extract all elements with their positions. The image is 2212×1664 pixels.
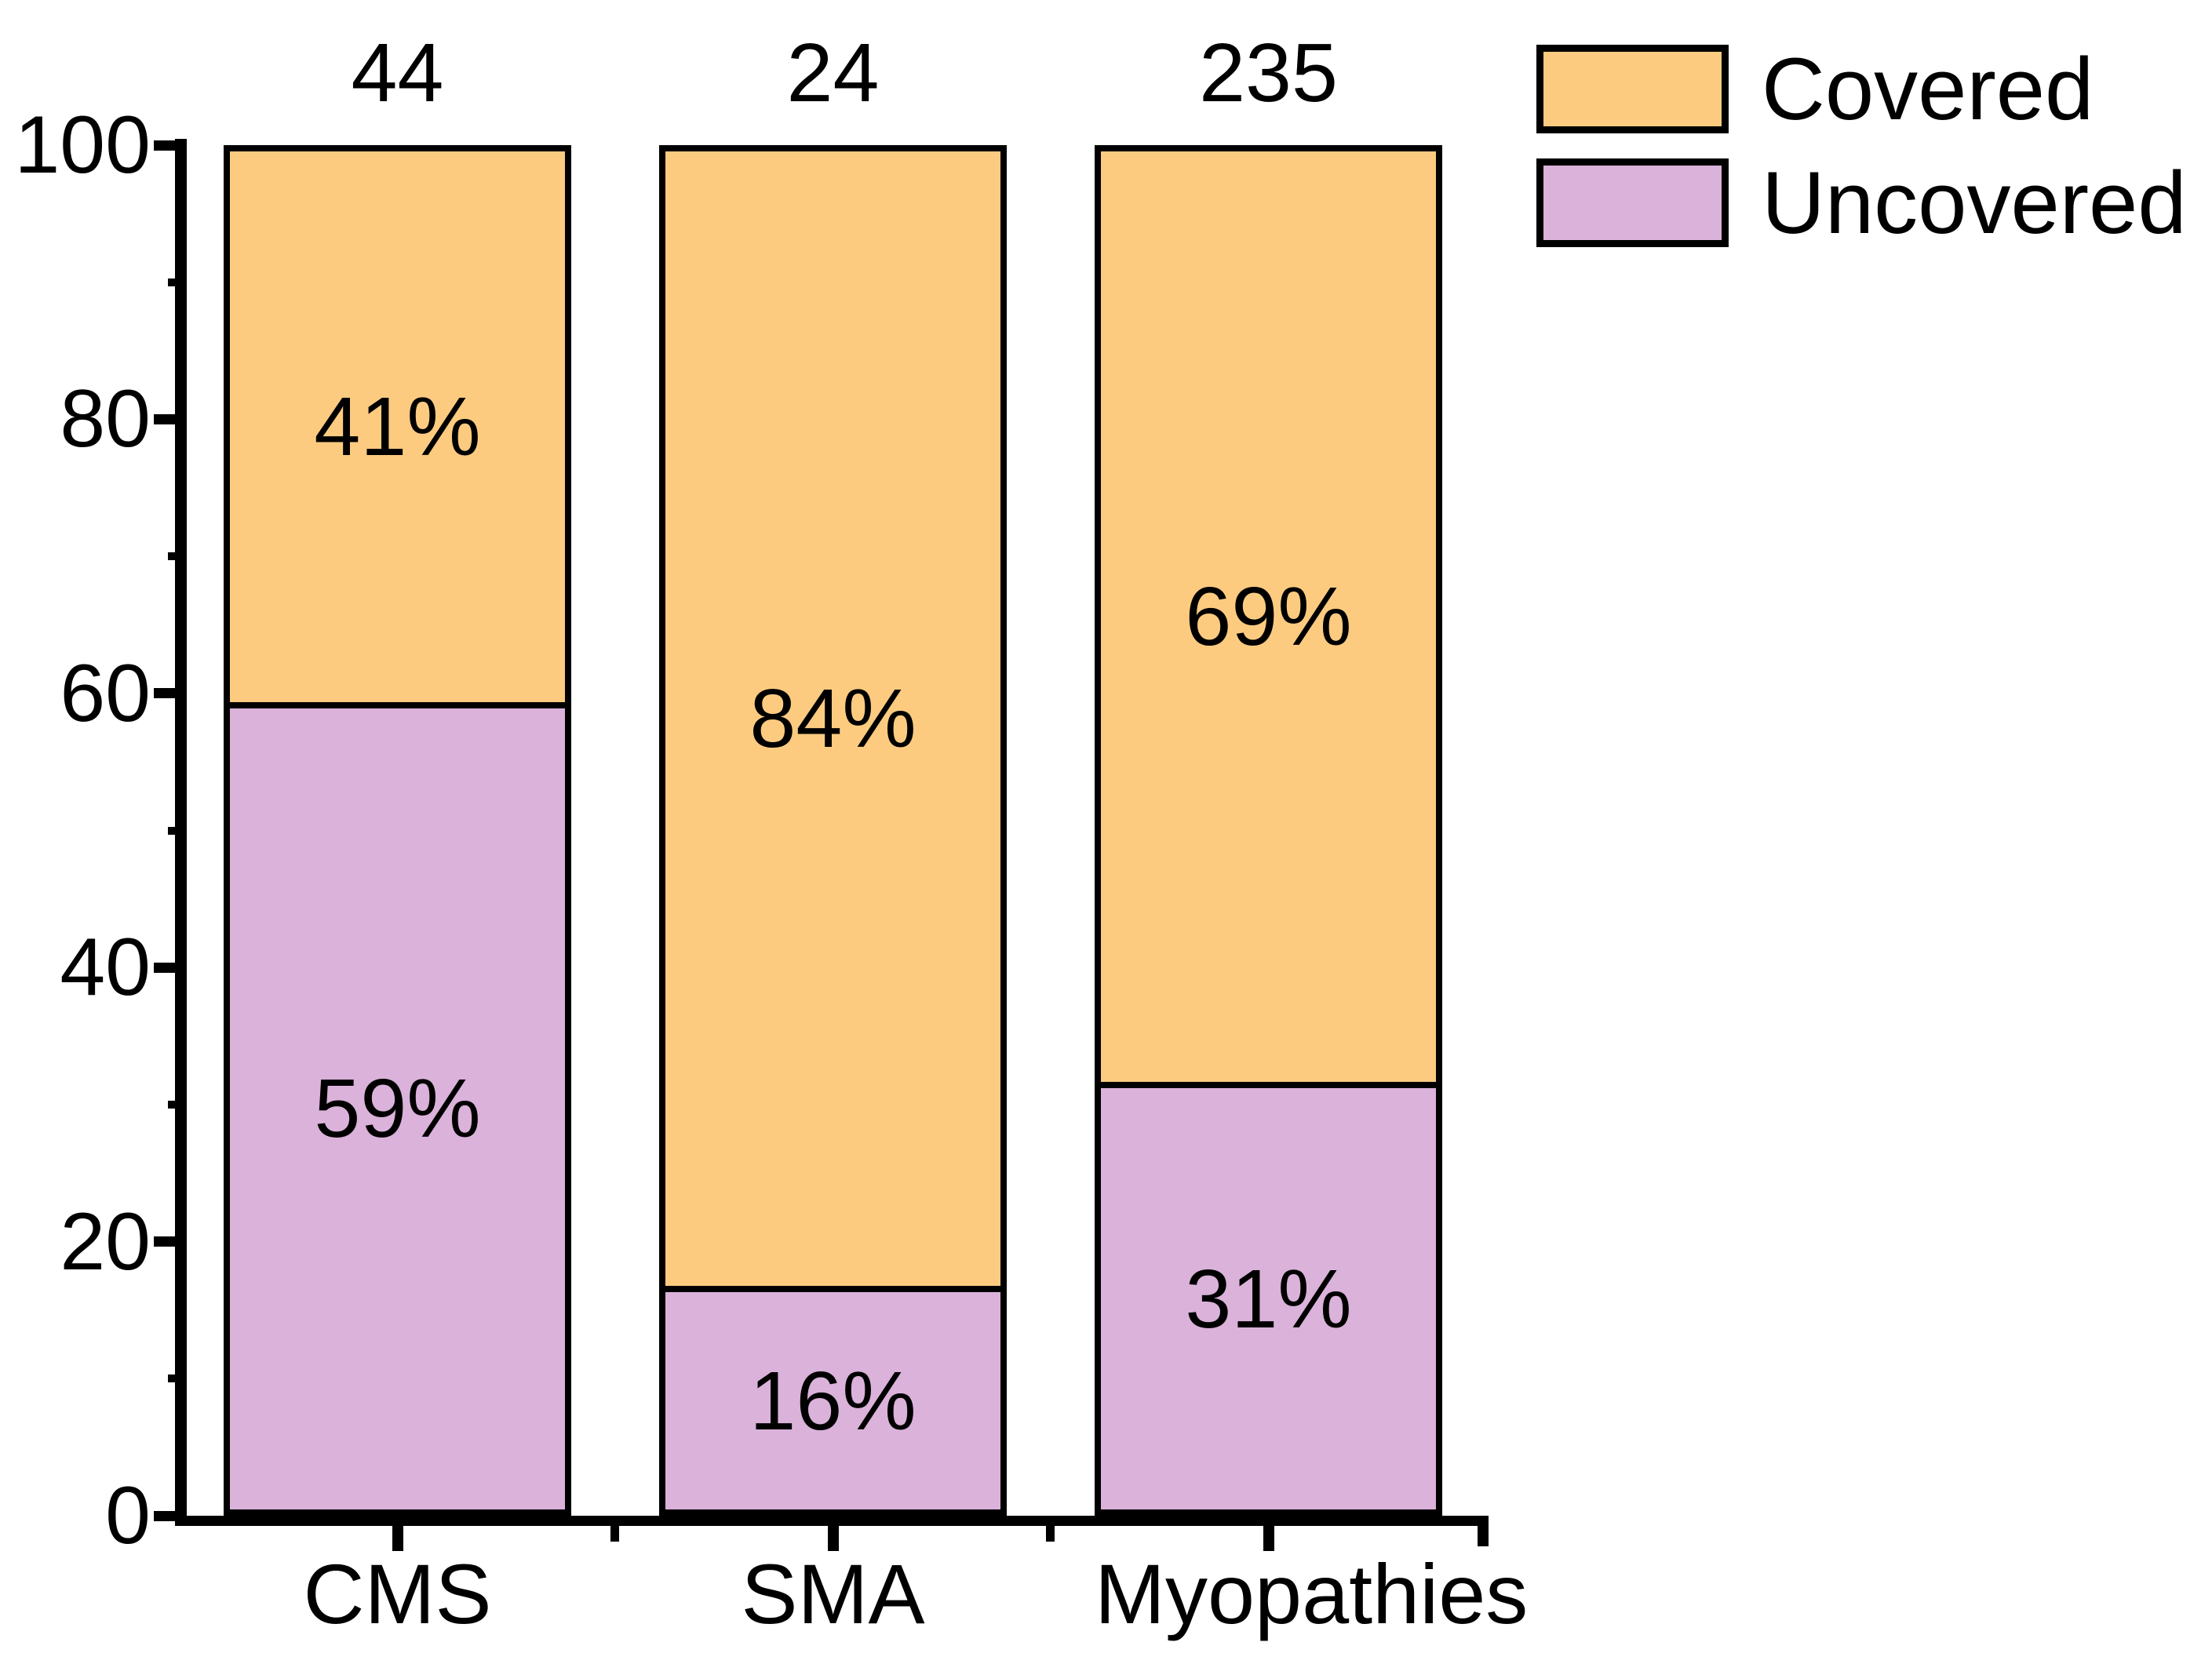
bar-segment-covered-myopathies: 69% [1101, 151, 1436, 1089]
y-minor-tick [168, 552, 187, 560]
segment-percent-label: 59% [314, 1062, 481, 1156]
x-end-tick [1478, 1526, 1489, 1546]
y-tick-label: 60 [60, 648, 151, 739]
category-label-myopathies: Myopathies [1095, 1546, 1529, 1641]
x-axis-baseline [175, 1516, 1489, 1526]
bar-segment-covered-sma: 84% [665, 151, 1000, 1293]
bar-count-label: 235 [1199, 27, 1338, 119]
y-major-tick [154, 414, 187, 424]
y-minor-tick [168, 279, 187, 286]
bar-segment-uncovered-sma: 16% [665, 1292, 1000, 1509]
segment-percent-label: 84% [749, 672, 917, 766]
legend-label: Uncovered [1762, 154, 2187, 252]
segment-percent-label: 69% [1185, 570, 1352, 664]
y-tick-label: 100 [14, 100, 151, 191]
legend-swatch-covered [1536, 45, 1729, 133]
bar-segment-uncovered-cms: 59% [230, 708, 565, 1509]
bar-count-label: 44 [351, 27, 444, 119]
x-major-tick [828, 1526, 839, 1551]
x-major-tick [1263, 1526, 1274, 1551]
y-major-tick [154, 1236, 187, 1247]
x-major-tick [392, 1526, 403, 1551]
bar-count-label: 24 [786, 27, 880, 119]
y-minor-tick [168, 1375, 187, 1382]
y-major-tick [154, 963, 187, 973]
y-minor-tick [168, 827, 187, 835]
bar-cms: 41% 59% [224, 145, 571, 1516]
x-minor-tick [610, 1526, 619, 1542]
bar-segment-uncovered-myopathies: 31% [1101, 1088, 1436, 1509]
bar-myopathies: 69% 31% [1095, 145, 1442, 1516]
segment-percent-label: 16% [749, 1354, 917, 1447]
y-tick-label: 80 [60, 373, 151, 464]
bar-segment-covered-cms: 41% [230, 151, 565, 708]
legend-label: Covered [1762, 40, 2094, 138]
y-minor-tick [168, 1101, 187, 1109]
y-major-tick [154, 140, 187, 151]
category-label-cms: CMS [303, 1546, 492, 1641]
y-tick-label: 20 [60, 1196, 151, 1287]
y-major-tick [154, 688, 187, 698]
category-label-sma: SMA [741, 1546, 925, 1641]
legend-swatch-uncovered [1536, 158, 1729, 247]
y-tick-label: 0 [105, 1470, 151, 1561]
bar-sma: 84% 16% [659, 145, 1007, 1516]
legend: Covered Uncovered [1536, 45, 2187, 272]
y-tick-label: 40 [60, 922, 151, 1013]
segment-percent-label: 41% [314, 380, 481, 473]
segment-percent-label: 31% [1185, 1252, 1352, 1345]
y-major-tick [154, 1511, 187, 1521]
x-minor-tick [1046, 1526, 1055, 1542]
legend-item-covered: Covered [1536, 45, 2187, 133]
legend-item-uncovered: Uncovered [1536, 158, 2187, 247]
